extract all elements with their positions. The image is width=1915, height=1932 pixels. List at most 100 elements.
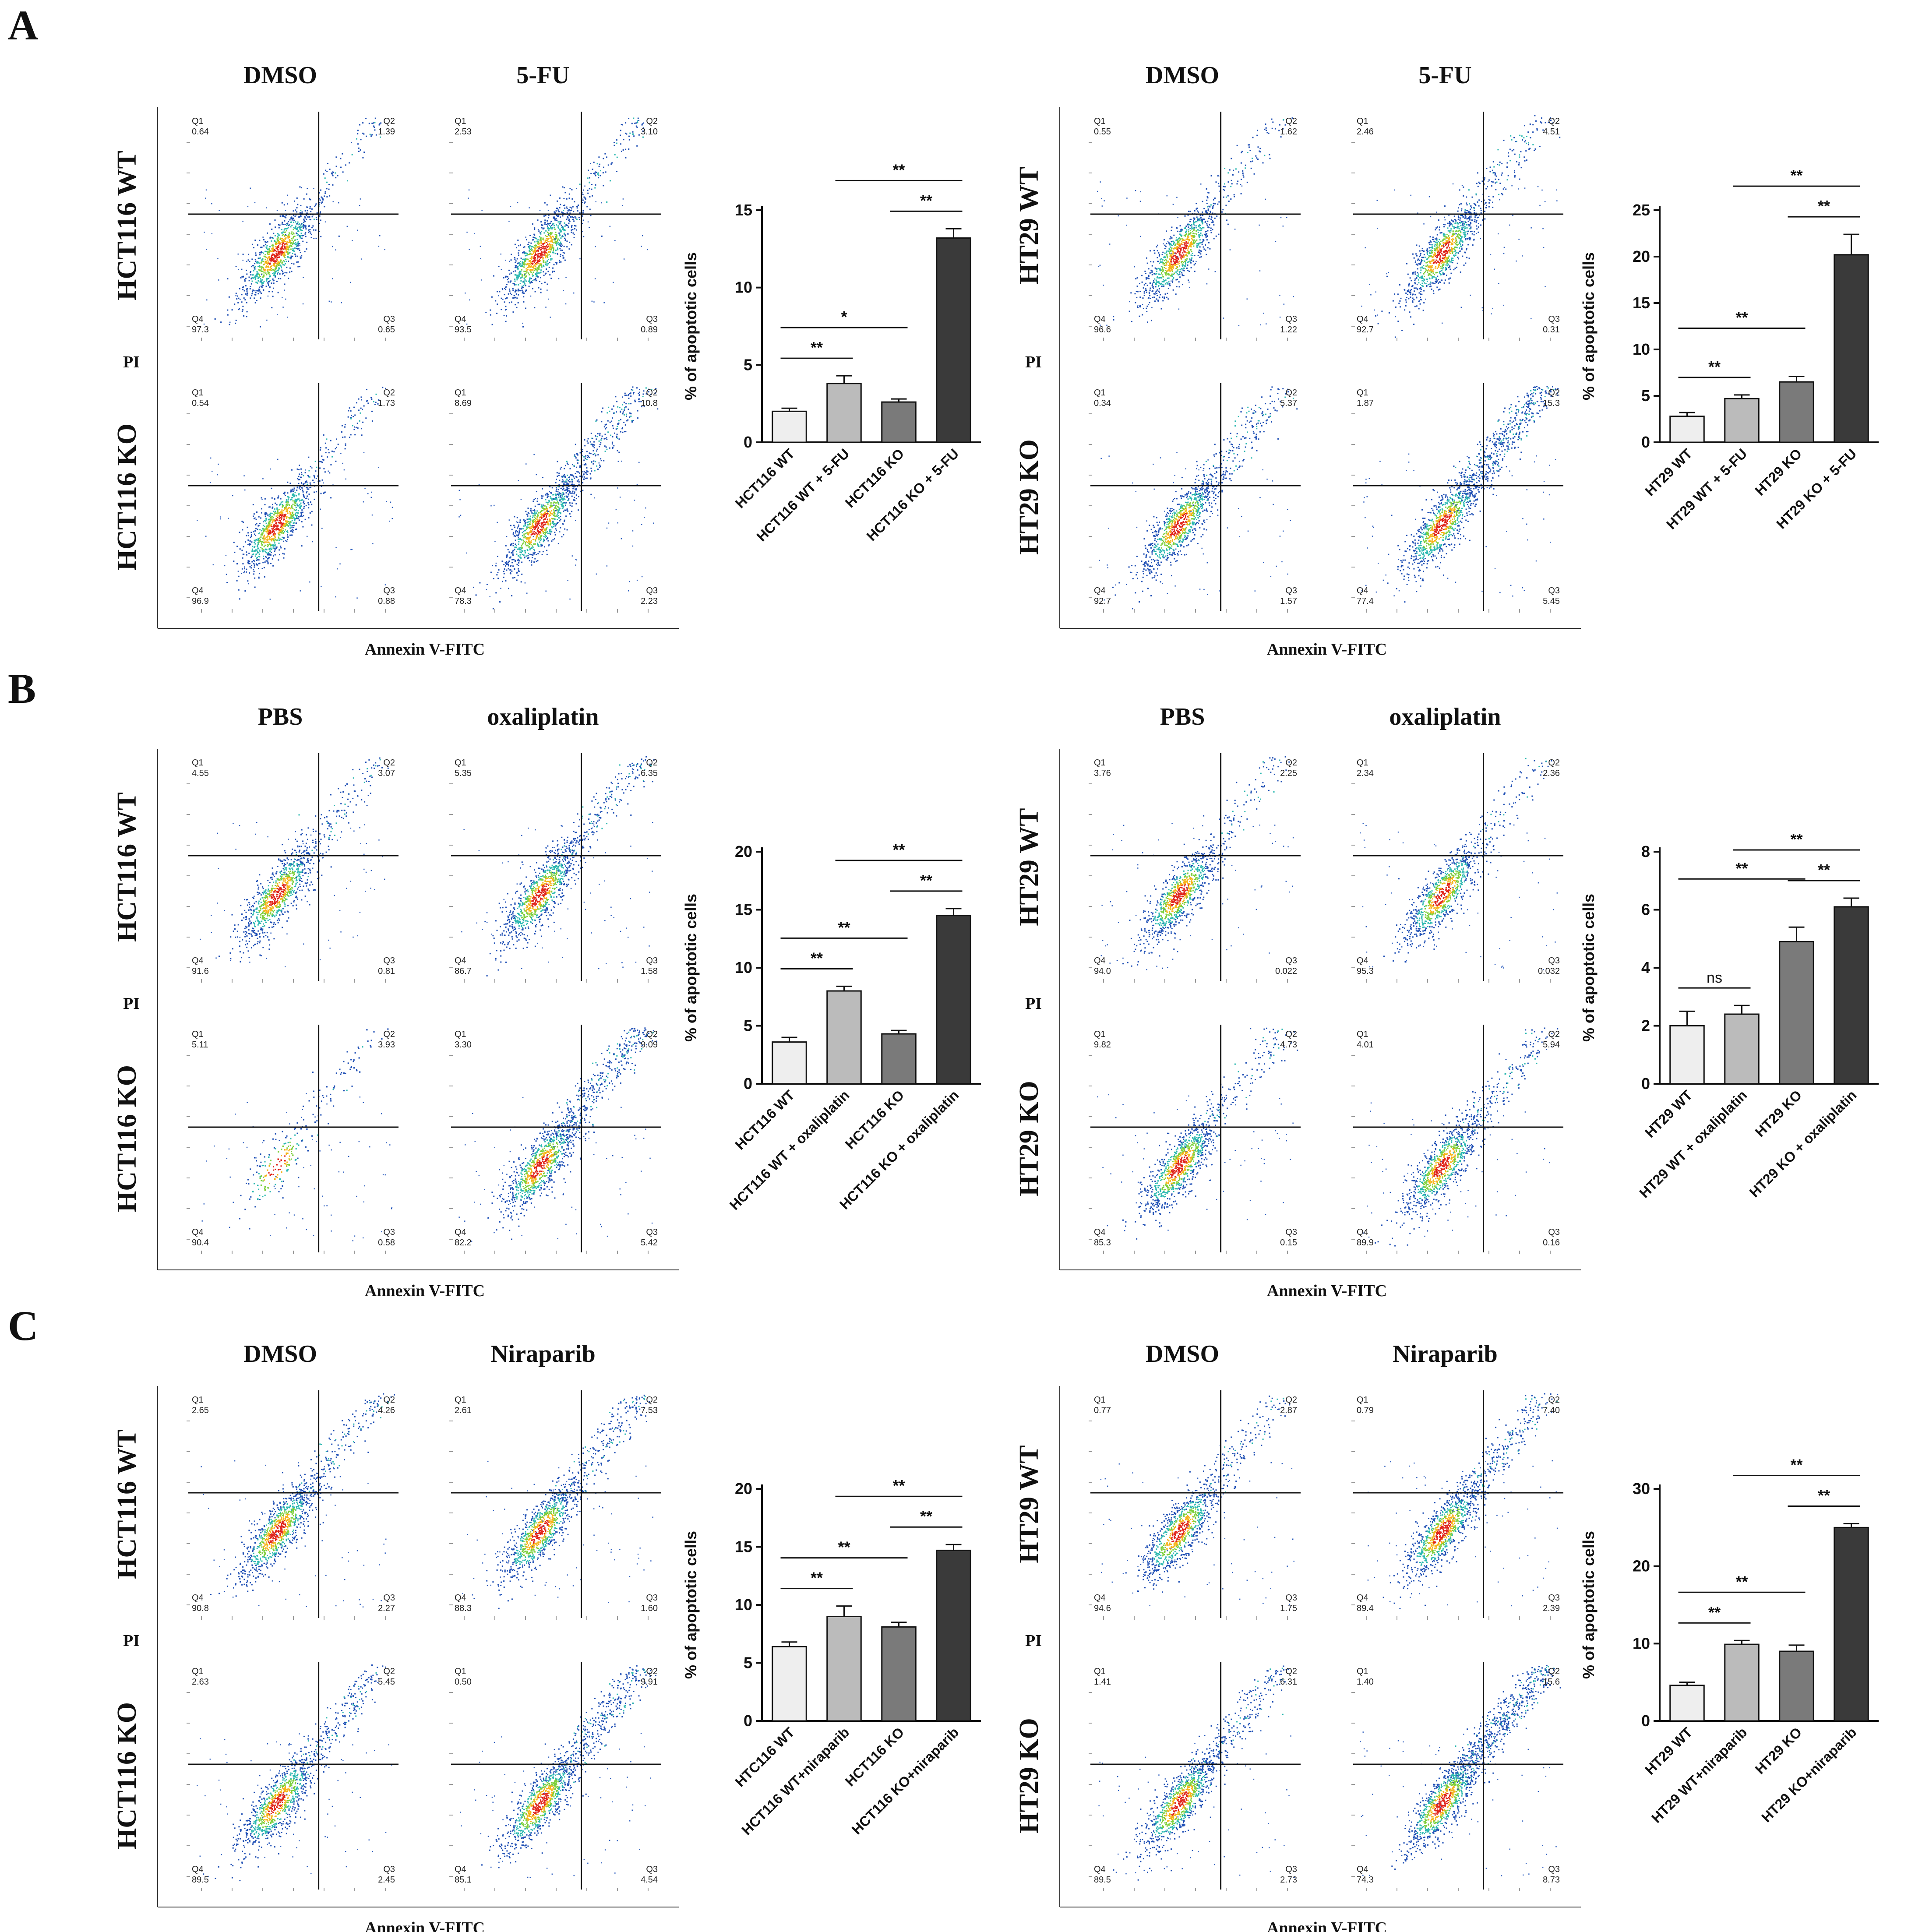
- event-dot: [367, 402, 369, 404]
- event-dot: [1175, 271, 1177, 273]
- event-dot: [320, 219, 321, 221]
- event-dot: [268, 554, 270, 556]
- event-dot: [390, 501, 391, 503]
- event-dot: [611, 441, 613, 443]
- event-dot: [259, 262, 260, 264]
- event-dot: [326, 438, 328, 440]
- event-dot: [492, 565, 494, 567]
- event-dot: [250, 534, 252, 536]
- event-dot: [277, 237, 279, 239]
- event-dot: [594, 497, 595, 499]
- event-dot: [315, 204, 316, 206]
- event-dot: [284, 247, 286, 249]
- event-dot: [520, 528, 522, 530]
- event-dot: [1202, 222, 1203, 224]
- event-dot: [533, 233, 535, 235]
- event-dot: [256, 523, 257, 525]
- event-dot: [299, 473, 300, 475]
- event-dot: [361, 434, 363, 436]
- event-dot: [278, 261, 279, 263]
- quadrant-label-q1: Q1: [192, 388, 204, 398]
- event-dot: [1151, 274, 1153, 275]
- event-dot: [522, 258, 523, 260]
- event-dot: [518, 558, 519, 560]
- event-dot: [296, 247, 297, 249]
- event-dot: [523, 266, 525, 268]
- event-dot: [588, 169, 589, 171]
- event-dot: [321, 486, 322, 487]
- event-dot: [550, 505, 552, 507]
- event-dot: [252, 274, 254, 276]
- event-dot: [273, 539, 275, 541]
- event-dot: [1196, 227, 1197, 229]
- event-dot: [289, 240, 290, 242]
- event-dot: [548, 544, 550, 546]
- event-dot: [299, 235, 300, 237]
- event-dot: [518, 537, 519, 539]
- event-dot: [568, 209, 570, 211]
- event-dot: [359, 420, 360, 422]
- event-dot: [268, 262, 270, 264]
- event-dot: [617, 522, 618, 524]
- event-dot: [526, 253, 528, 254]
- event-dot: [564, 496, 565, 497]
- event-dot: [538, 247, 540, 249]
- event-dot: [643, 405, 645, 407]
- event-dot: [571, 198, 573, 200]
- quadrant-value-q3: 2.23: [641, 596, 658, 606]
- event-dot: [274, 265, 276, 267]
- event-dot: [544, 536, 546, 538]
- event-dot: [1174, 258, 1176, 260]
- event-dot: [552, 267, 554, 269]
- event-dot: [246, 290, 248, 292]
- event-dot: [247, 539, 249, 541]
- event-dot: [270, 512, 272, 514]
- event-dot: [557, 225, 559, 227]
- event-dot: [601, 235, 603, 237]
- event-dot: [560, 495, 562, 497]
- event-dot: [275, 255, 277, 257]
- event-dot: [275, 547, 277, 549]
- event-dot: [612, 447, 614, 448]
- event-dot: [247, 563, 249, 564]
- event-dot: [505, 289, 507, 290]
- event-dot: [550, 236, 552, 238]
- event-dot: [278, 543, 280, 544]
- event-dot: [239, 308, 240, 310]
- event-dot: [535, 532, 537, 533]
- event-dot: [290, 525, 292, 527]
- event-dot: [524, 258, 526, 260]
- event-dot: [547, 497, 548, 498]
- event-dot: [261, 544, 263, 546]
- event-dot: [569, 598, 571, 600]
- event-dot: [260, 326, 261, 328]
- event-dot: [531, 548, 533, 550]
- event-dot: [300, 187, 302, 189]
- event-dot: [534, 257, 536, 259]
- event-dot: [280, 513, 282, 515]
- event-dot: [594, 453, 596, 455]
- event-dot: [300, 252, 301, 254]
- event-dot: [308, 507, 310, 509]
- quadrant-label-q2: Q2: [646, 116, 658, 126]
- event-dot: [547, 257, 549, 258]
- event-dot: [1192, 236, 1194, 237]
- event-dot: [520, 264, 522, 266]
- event-dot: [300, 476, 302, 478]
- event-dot: [283, 255, 285, 257]
- event-dot: [258, 265, 260, 267]
- event-dot: [510, 556, 511, 558]
- event-dot: [561, 505, 563, 507]
- event-dot: [631, 421, 633, 423]
- event-dot: [308, 226, 310, 227]
- event-dot: [522, 543, 523, 545]
- event-dot: [257, 293, 259, 295]
- event-dot: [292, 244, 293, 246]
- event-dot: [562, 229, 564, 230]
- event-dot: [286, 502, 287, 504]
- event-dot: [265, 556, 267, 558]
- event-dot: [557, 215, 559, 217]
- event-dot: [280, 514, 282, 515]
- event-dot: [518, 254, 519, 256]
- event-dot: [521, 286, 523, 287]
